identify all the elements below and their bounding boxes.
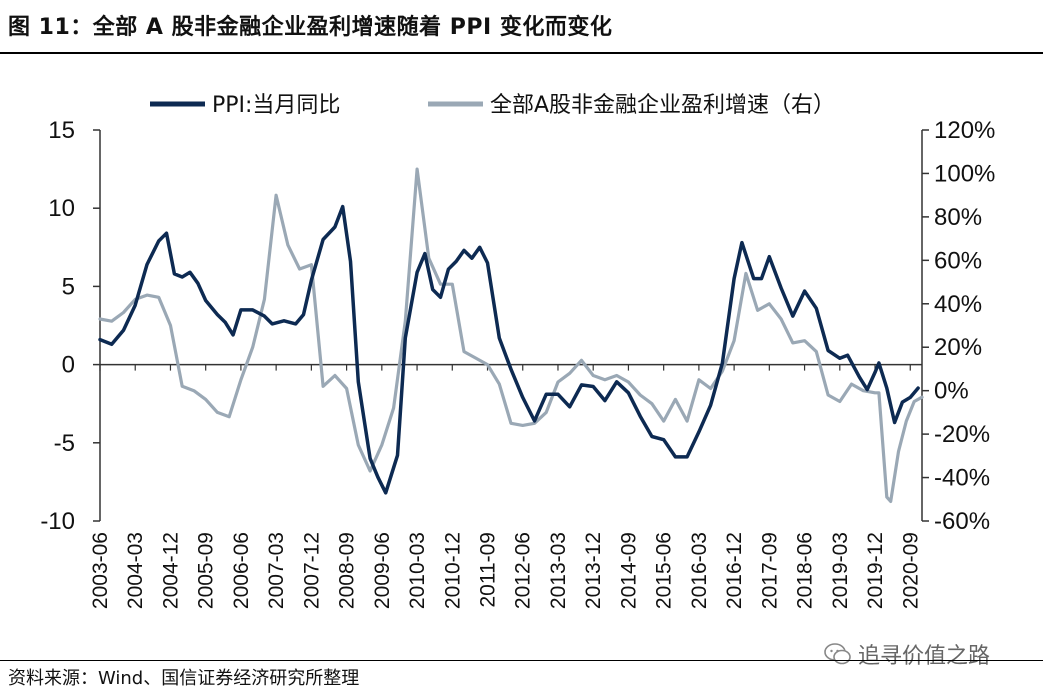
x-tick-label: 2012-06: [512, 532, 535, 609]
chart-canvas: PPI:当月同比 全部A股非金融企业盈利增速（右） 15 10 5 0 -5 -10 120…: [40, 93, 995, 609]
right-tick-label: -20%: [934, 421, 990, 448]
right-tick-label: 120%: [934, 117, 995, 144]
x-tick-label: 2003-06: [89, 532, 112, 609]
left-tick-label: -10: [40, 508, 75, 535]
right-tick-label: 80%: [934, 204, 982, 231]
right-tick-label: 20%: [934, 334, 982, 361]
x-tick-label: 2010-03: [406, 532, 429, 609]
x-tick-label: 2007-03: [265, 532, 288, 609]
right-tick-label: 100%: [934, 160, 995, 187]
x-tick-label: 2013-03: [547, 532, 570, 609]
x-tick-label: 2020-09: [899, 532, 922, 609]
x-tick-label: 2017-09: [758, 532, 781, 609]
x-axis-labels: 2003-06 2004-03 2004-12 2005-09 2006-06 2007-…: [89, 532, 922, 609]
left-tick-label: 10: [48, 195, 75, 222]
x-tick-label: 2005-09: [195, 532, 218, 609]
x-tick-label: 2016-12: [723, 532, 746, 609]
figure-title: 图 11：全部 A 股非金融企业盈利增速随着 PPI 变化而变化: [8, 15, 613, 40]
legend-label-profit: 全部A股非金融企业盈利增速（右）: [490, 93, 835, 118]
chart-series: [98, 167, 924, 503]
x-tick-label: 2009-06: [371, 532, 394, 609]
x-tick-label: 2006-06: [230, 532, 253, 609]
x-tick-label: 2015-06: [653, 532, 676, 609]
right-tick-label: 40%: [934, 291, 982, 318]
left-tick-label: 0: [62, 352, 75, 379]
x-tick-label: 2014-09: [617, 532, 640, 609]
x-tick-label: 2007-12: [300, 532, 323, 609]
watermark: 追寻价值之路: [824, 638, 990, 670]
wechat-icon: [824, 643, 851, 665]
x-tick-label: 2004-03: [124, 532, 147, 609]
source-note: 资料来源：Wind、国信证券经济研究所整理: [8, 668, 360, 689]
left-tick-label: 15: [48, 117, 75, 144]
chart-legend: PPI:当月同比 全部A股非金融企业盈利增速（右）: [150, 93, 835, 118]
series-line-ppi: [98, 204, 920, 495]
right-tick-label: -40%: [934, 465, 990, 492]
x-tick-label: 2018-06: [794, 532, 817, 609]
x-tick-label: 2019-03: [829, 532, 852, 609]
x-tick-label: 2016-03: [688, 532, 711, 609]
x-tick-label: 2008-09: [336, 532, 359, 609]
series-line-profit-growth: [98, 167, 924, 503]
x-tick-label: 2013-12: [582, 532, 605, 609]
x-tick-label: 2019-12: [864, 532, 887, 609]
left-tick-label: 5: [62, 273, 75, 300]
right-tick-label: -60%: [934, 508, 990, 535]
x-tick-label: 2011-09: [477, 532, 500, 608]
legend-label-ppi: PPI:当月同比: [212, 93, 340, 118]
watermark-text: 追寻价值之路: [858, 644, 991, 669]
source-rule: [0, 660, 1043, 661]
x-tick-label: 2010-12: [441, 532, 464, 609]
x-tick-label: 2004-12: [159, 532, 182, 609]
title-rule: [0, 52, 1043, 54]
right-tick-label: 0%: [934, 378, 969, 405]
left-tick-label: -5: [54, 430, 75, 457]
figure-header: 图 11：全部 A 股非金融企业盈利增速随着 PPI 变化而变化: [0, 0, 1043, 50]
chart-axes: 15 10 5 0 -5 -10 120% 100% 80% 60% 40% 20% 0% -20% -40…: [40, 117, 995, 535]
right-tick-label: 60%: [934, 247, 982, 274]
